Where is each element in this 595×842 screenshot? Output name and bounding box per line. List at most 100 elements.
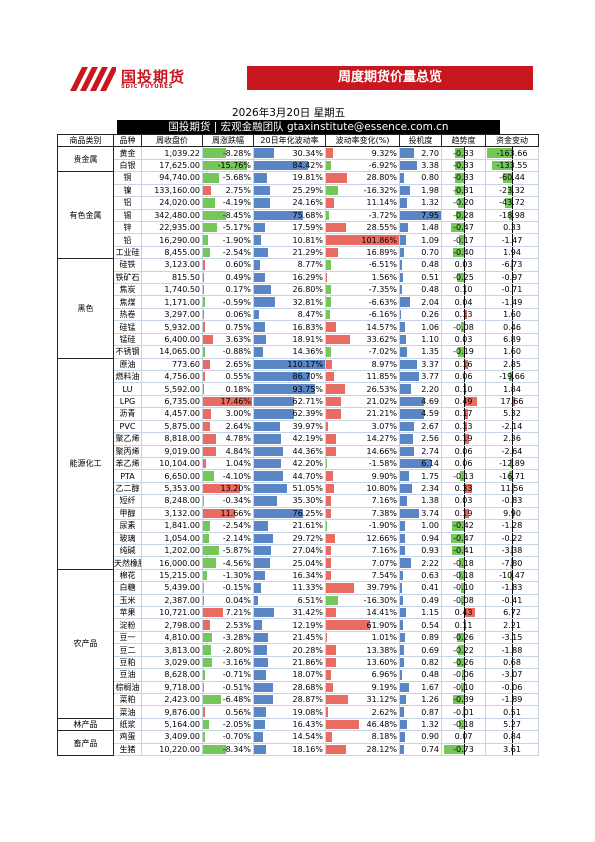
cell-value: 1.56% — [371, 272, 397, 282]
value-bar — [491, 160, 512, 171]
value-bar — [456, 272, 464, 283]
cell-value: -2.64 — [501, 446, 523, 456]
weekly-close: 9,876.00 — [141, 705, 203, 719]
volatility-20d: 32.81% — [253, 295, 326, 309]
cell-value: 5.27 — [503, 720, 521, 730]
speculation-degree: 1.10 — [399, 332, 442, 347]
value-bar — [203, 272, 205, 283]
fund-flow: -163.66 — [485, 146, 539, 160]
volatility-20d: 84.42% — [253, 158, 326, 173]
fund-flow: -12.89 — [485, 456, 539, 471]
fund-flow: -3.15 — [485, 630, 539, 645]
value-bar — [400, 222, 408, 233]
zero-axis — [463, 582, 465, 594]
table-row: 苹果 10,721.00 7.21% 31.42% 14.41% 1.15 0.43 6.72 — [58, 606, 539, 620]
zero-axis — [512, 359, 513, 370]
value-bar — [326, 471, 334, 481]
value-bar — [400, 409, 424, 419]
value-bar — [326, 508, 332, 519]
cell-value: -0.17 — [453, 235, 474, 245]
cell-value: -0.39 — [453, 695, 474, 705]
cell-value: -0.59% — [222, 297, 251, 307]
value-bar — [400, 446, 415, 456]
cell-value: -0.42 — [453, 521, 474, 531]
volatility-change: 7.07% — [325, 556, 400, 570]
commodity-name: 白银 — [113, 158, 142, 173]
trend-degree: -0.19 — [441, 345, 486, 359]
value-bar — [450, 222, 464, 233]
value-bar — [463, 285, 467, 295]
speculation-degree: 2.20 — [399, 382, 442, 396]
speculation-degree: 0.41 — [399, 581, 442, 595]
table-row: 豆二 3,813.00 -2.80% 20.28% 13.38% 0.69 -0.22 -1.… — [58, 643, 539, 657]
value-bar — [400, 285, 403, 295]
value-bar — [510, 558, 512, 568]
weekly-change: -4.10% — [202, 469, 254, 483]
cell-value: 35.30% — [292, 496, 323, 506]
cell-value: 4.84% — [225, 446, 251, 456]
cell-value: 0.06% — [225, 310, 251, 320]
zero-axis — [512, 632, 513, 643]
cell-value: 21.86% — [292, 657, 323, 667]
commodity-name: 工业硅 — [113, 245, 142, 260]
trend-degree: -0.18 — [441, 568, 486, 583]
zero-axis — [512, 309, 513, 320]
cell-value: 0.18% — [225, 384, 251, 394]
value-bar — [400, 160, 418, 171]
value-bar — [326, 372, 335, 382]
table-row: 生猪 10,220.00 -8.34% 18.16% 28.12% 0.74 -0.73 3.… — [58, 742, 539, 757]
value-bar — [254, 645, 268, 655]
volatility-change: -1.58% — [325, 456, 400, 471]
cell-value: 0.70 — [421, 248, 439, 257]
cell-value: 2.65% — [225, 359, 251, 369]
speculation-degree: 1.32 — [399, 717, 442, 732]
fund-flow: -1.47 — [485, 233, 539, 247]
value-bar — [326, 670, 331, 680]
commodity-name: 沥青 — [113, 407, 142, 421]
cell-value: -0.06 — [501, 682, 523, 692]
cell-value: -7.02% — [368, 347, 397, 357]
cell-value: 11.66% — [220, 508, 251, 518]
cell-value: 21.02% — [366, 397, 397, 407]
zero-axis — [512, 222, 513, 233]
weekly-close: 133,160.00 — [141, 183, 203, 198]
cell-value: 17.59% — [292, 223, 323, 233]
cell-value: 8.18% — [371, 732, 397, 742]
trend-degree: -0.20 — [441, 196, 486, 210]
volatility-20d: 19.81% — [253, 171, 326, 185]
cell-value: 0.49% — [225, 272, 251, 282]
cell-value: 28.68% — [292, 682, 323, 692]
value-bar — [458, 719, 464, 730]
value-bar — [456, 657, 464, 668]
trend-degree: -0.25 — [441, 270, 486, 285]
weekly-close: 3,132.00 — [141, 506, 203, 521]
volatility-20d: 51.05% — [253, 481, 326, 496]
cell-value: 3.74 — [421, 508, 439, 518]
weekly-change: -0.70% — [202, 730, 254, 744]
value-bar — [203, 657, 212, 668]
trend-degree: -0.41 — [441, 543, 486, 558]
weekly-close: 8,455.00 — [141, 245, 203, 260]
weekly-change: 0.17% — [202, 283, 254, 297]
cell-value: 11.33% — [292, 583, 323, 593]
volatility-20d: 25.04% — [253, 556, 326, 570]
weekly-close: 3,029.00 — [141, 655, 203, 670]
speculation-degree: 3.37 — [399, 357, 442, 372]
value-bar — [254, 732, 264, 742]
cell-value: 0.06 — [454, 372, 473, 382]
fund-flow: -6.73 — [485, 258, 539, 272]
speculation-degree: 0.94 — [399, 531, 442, 545]
speculation-degree: 1.35 — [399, 345, 442, 359]
commodity-name: 棕榈油 — [113, 680, 142, 695]
commodity-name: 锌 — [113, 220, 142, 235]
cell-value: 7.16% — [371, 546, 397, 556]
fund-flow: 0.46 — [485, 320, 539, 334]
fund-flow: 2.36 — [485, 432, 539, 446]
futures-overview-table: 商品类别 品种 周收盘价 周涨跌幅 20日年化波动率 波动率变化(%) 投机度 … — [57, 133, 539, 757]
commodity-name: 纸浆 — [113, 717, 142, 732]
volatility-change: -1.90% — [325, 519, 400, 533]
zero-axis — [512, 408, 513, 420]
table-body: 贵金属 黄金 1,039.22 -8.28% 30.34% 9.32% 2.70 -0.33 -… — [57, 146, 539, 757]
cell-value: 14.41% — [366, 608, 397, 618]
table-row: 天然橡胶16,000.00 -4.56% 25.04% 7.07% 2.22 -0.18 -… — [58, 556, 539, 570]
